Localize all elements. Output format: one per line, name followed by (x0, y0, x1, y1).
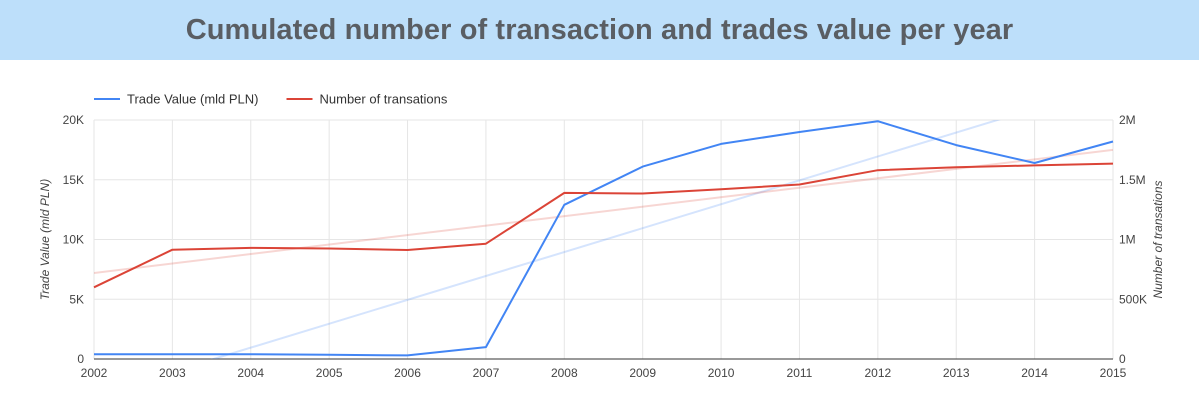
x-tick-label: 2004 (237, 366, 264, 380)
y-right-axis-title: Number of transations (1151, 180, 1165, 298)
x-tick-label: 2013 (943, 366, 970, 380)
x-tick-label: 2002 (81, 366, 108, 380)
y-right-tick-label: 1M (1119, 233, 1136, 247)
x-tick-label: 2014 (1021, 366, 1048, 380)
x-tick-label: 2011 (787, 366, 813, 380)
legend-label: Number of transations (320, 92, 448, 107)
trendline-transactions (94, 148, 1113, 274)
x-tick-label: 2015 (1100, 366, 1127, 380)
y-left-tick-label: 0 (77, 352, 84, 366)
y-right-tick-label: 0 (1119, 352, 1126, 366)
series-line-trade-value (94, 120, 1114, 357)
y-left-tick-label: 5K (69, 292, 84, 306)
x-tick-label: 2009 (629, 366, 656, 380)
y-right-tick-label: 500K (1119, 292, 1147, 306)
legend-label: Trade Value (mld PLN) (127, 92, 259, 107)
series-line-transactions (93, 162, 1114, 289)
y-right-tick-label: 1.5M (1119, 173, 1146, 187)
x-tick-label: 2012 (864, 366, 891, 380)
y-left-tick-label: 15K (63, 173, 84, 187)
x-tick-label: 2010 (708, 366, 735, 380)
y-left-tick-label: 20K (63, 113, 84, 127)
chart-title: Cumulated number of transaction and trad… (185, 13, 1014, 46)
x-tick-label: 2007 (473, 366, 500, 380)
title-bar: Cumulated number of transaction and trad… (0, 0, 1199, 60)
x-tick-label: 2008 (551, 366, 578, 380)
x-tick-label: 2003 (159, 366, 186, 380)
x-tick-label: 2006 (394, 366, 421, 380)
y-right-tick-label: 2M (1119, 113, 1136, 127)
y-left-axis-title: Trade Value (mld PLN) (38, 179, 52, 300)
trendline-trade-value (210, 120, 1001, 359)
x-tick-label: 2005 (316, 366, 343, 380)
y-left-tick-label: 10K (63, 233, 84, 247)
